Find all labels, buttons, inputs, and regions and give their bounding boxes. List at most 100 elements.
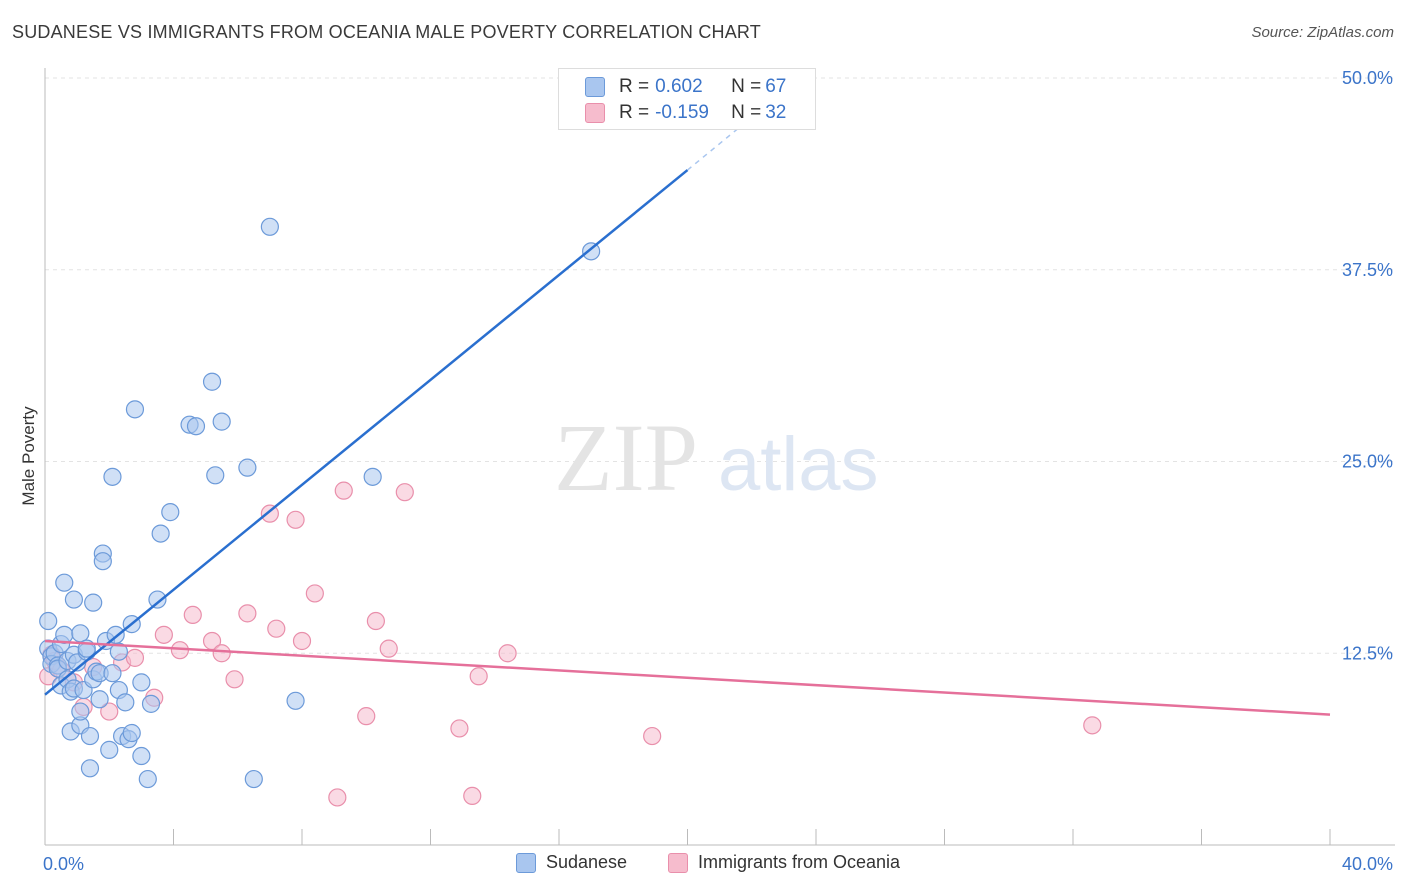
y-tick-label: 37.5%: [1342, 260, 1393, 280]
y-tick-label: 25.0%: [1342, 452, 1393, 472]
point-sudanese: [103, 467, 122, 486]
point-sudanese: [138, 769, 157, 789]
point-sudanese: [286, 691, 305, 710]
legend-swatch-oceania: [668, 852, 688, 873]
point-sudanese: [202, 372, 222, 391]
point-oceania: [357, 707, 376, 726]
point-oceania: [463, 786, 482, 806]
stats-r-label: R =: [619, 102, 650, 123]
point-oceania: [305, 584, 324, 603]
legend-item-oceania[interactable]: Immigrants from Oceania: [668, 852, 900, 873]
point-sudanese: [90, 690, 109, 709]
point-sudanese: [39, 611, 58, 631]
point-sudanese: [206, 466, 225, 485]
point-sudanese: [116, 693, 135, 712]
point-sudanese: [132, 673, 151, 692]
series-oceania-points: [39, 481, 1102, 807]
point-oceania: [238, 604, 257, 623]
stats-n-value: 67: [765, 76, 787, 97]
legend: Sudanese Immigrants from Oceania: [0, 852, 1406, 878]
axes: [44, 68, 1395, 846]
point-sudanese: [212, 412, 231, 431]
point-sudanese: [80, 759, 100, 778]
x-tick-label: 40.0%: [1342, 854, 1393, 874]
point-sudanese: [141, 694, 161, 713]
legend-label-sudanese: Sudanese: [546, 852, 628, 872]
stats-n-value: 32: [765, 102, 787, 123]
y-tick-labels: 12.5% 25.0% 37.5% 50.0%: [1342, 68, 1393, 663]
point-sudanese: [244, 769, 263, 789]
point-oceania: [1083, 716, 1102, 735]
point-sudanese: [100, 740, 119, 759]
grid-lines: [45, 77, 1395, 654]
stats-n-label: N =: [731, 76, 762, 97]
point-sudanese: [125, 400, 145, 419]
stats-row-sudanese: R = 0.602 N = 67: [585, 75, 786, 99]
point-sudanese: [151, 524, 170, 543]
point-oceania: [100, 702, 119, 721]
point-sudanese: [64, 590, 84, 609]
y-tick-label: 50.0%: [1342, 68, 1393, 88]
series-sudanese-points: [39, 217, 601, 789]
trend-line-oceania: [44, 639, 1331, 716]
trend-lines: [44, 103, 1331, 716]
point-sudanese: [260, 217, 279, 236]
stats-swatch-oceania: [585, 103, 605, 123]
point-oceania: [395, 483, 414, 502]
legend-item-sudanese[interactable]: Sudanese: [516, 852, 627, 873]
point-sudanese: [238, 458, 257, 477]
y-axis-label: Male Poverty: [19, 406, 38, 506]
point-sudanese: [161, 503, 180, 522]
stats-r-value: 0.602: [655, 76, 703, 97]
point-oceania: [469, 667, 488, 686]
point-sudanese: [71, 702, 90, 721]
point-oceania: [292, 631, 312, 651]
point-oceania: [212, 644, 231, 663]
point-oceania: [643, 726, 662, 746]
point-oceania: [183, 605, 202, 625]
source-label: Source: ZipAtlas.com: [1251, 24, 1394, 41]
stats-row-oceania: R = -0.159 N = 32: [585, 101, 786, 125]
watermark-atlas: atlas: [718, 422, 879, 507]
point-oceania: [260, 504, 279, 523]
watermark-zip: ZIP: [554, 404, 698, 511]
point-oceania: [154, 625, 173, 644]
point-sudanese: [103, 664, 122, 683]
point-sudanese: [186, 417, 206, 436]
point-oceania: [225, 670, 244, 689]
trend-line-sudanese: [44, 169, 689, 696]
point-sudanese: [582, 242, 601, 261]
point-sudanese: [93, 552, 112, 571]
x-tick-label: 0.0%: [43, 854, 84, 874]
chart-title: SUDANESE VS IMMIGRANTS FROM OCEANIA MALE…: [12, 22, 761, 42]
point-sudanese: [80, 726, 100, 746]
point-sudanese: [84, 593, 103, 612]
x-tick-labels: 0.0% 40.0%: [43, 854, 1393, 874]
point-oceania: [366, 611, 385, 631]
point-sudanese: [148, 590, 167, 609]
legend-swatch-sudanese: [516, 852, 536, 873]
point-oceania: [328, 788, 347, 807]
point-sudanese: [363, 467, 382, 486]
point-oceania: [286, 510, 305, 529]
stats-n-label: N =: [731, 102, 762, 123]
point-oceania: [498, 644, 517, 663]
point-sudanese: [132, 746, 151, 766]
point-oceania: [267, 619, 286, 638]
point-sudanese: [55, 573, 74, 592]
stats-box: R = 0.602 N = 67 R = -0.159 N = 32: [558, 68, 816, 130]
point-sudanese: [71, 624, 90, 643]
point-sudanese: [122, 723, 141, 743]
watermark: ZIP atlas: [554, 404, 879, 511]
stats-swatch-sudanese: [585, 77, 605, 97]
stats-r-label: R =: [619, 76, 650, 97]
stats-r-value: -0.159: [655, 102, 709, 123]
y-tick-label: 12.5%: [1342, 643, 1393, 663]
point-oceania: [334, 481, 353, 500]
point-oceania: [379, 639, 398, 658]
point-oceania: [450, 719, 469, 738]
legend-label-oceania: Immigrants from Oceania: [698, 852, 901, 872]
point-sudanese: [109, 642, 128, 661]
trend-line-sudanese-extension: [687, 103, 769, 171]
